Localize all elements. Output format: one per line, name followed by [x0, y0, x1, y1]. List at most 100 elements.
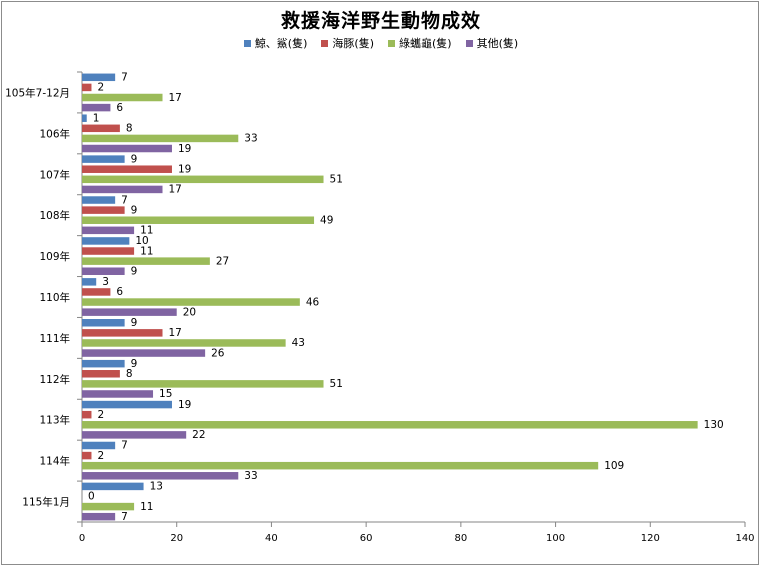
- data-label: 1: [93, 112, 100, 124]
- bar: [82, 298, 300, 306]
- bar: [82, 144, 172, 153]
- legend-swatch: [321, 39, 329, 47]
- data-label: 3: [102, 276, 109, 288]
- data-label: 33: [244, 133, 257, 145]
- data-label: 22: [192, 429, 205, 441]
- data-label: 9: [131, 317, 138, 329]
- data-label: 11: [140, 245, 153, 257]
- bar: [82, 103, 111, 112]
- x-tick-label: 100: [546, 533, 565, 544]
- bar: [82, 512, 116, 521]
- data-label: 10: [135, 235, 148, 247]
- bar: [82, 410, 92, 419]
- bar: [82, 93, 163, 102]
- bar: [82, 206, 125, 214]
- legend-label: 綠蠵龜(隻): [399, 37, 452, 50]
- bar: [82, 380, 324, 388]
- bar: [82, 502, 135, 511]
- x-tick-label: 120: [641, 533, 660, 544]
- bar: [82, 349, 206, 357]
- bar: [82, 482, 144, 491]
- legend-label: 海豚(隻): [332, 37, 374, 50]
- bar: [82, 400, 172, 409]
- data-label: 9: [131, 204, 138, 216]
- y-category-label: 105年7-12月: [5, 86, 70, 99]
- data-label: 7: [121, 194, 128, 206]
- bar: [82, 185, 163, 194]
- data-label: 7: [121, 511, 128, 523]
- bar: [82, 124, 120, 133]
- data-label: 15: [159, 388, 172, 400]
- data-label: 17: [169, 92, 182, 104]
- data-label: 9: [131, 358, 138, 370]
- legend-item-whale-shark: 鯨、鯊(隻): [243, 35, 308, 51]
- data-label: 0: [88, 491, 95, 503]
- data-label: 2: [97, 450, 104, 462]
- data-label: 9: [131, 265, 138, 277]
- bar: [82, 441, 116, 450]
- bar: [82, 196, 116, 204]
- y-category-label: 112年: [39, 373, 70, 386]
- data-label: 19: [178, 143, 191, 155]
- y-category-label: 113年: [39, 414, 70, 427]
- legend-swatch: [465, 39, 473, 47]
- data-label: 51: [330, 174, 343, 186]
- legend-swatch: [243, 39, 251, 47]
- bar: [82, 451, 92, 460]
- data-label: 33: [244, 470, 257, 482]
- x-tick-label: 40: [265, 533, 278, 544]
- bar: [82, 461, 599, 470]
- data-label: 46: [306, 296, 320, 308]
- data-label: 8: [126, 368, 133, 380]
- bar: [82, 155, 125, 163]
- data-label: 27: [216, 255, 229, 267]
- bar: [82, 83, 92, 92]
- data-label: 26: [211, 347, 225, 359]
- bar: [82, 329, 163, 337]
- legend-label: 鯨、鯊(隻): [254, 37, 308, 50]
- legend-item-other: 其他(隻): [465, 35, 519, 51]
- data-label: 11: [140, 225, 153, 237]
- bar: [82, 73, 116, 82]
- y-category-label: 110年: [39, 291, 70, 304]
- data-label: 130: [704, 419, 724, 431]
- data-label: 6: [116, 102, 123, 114]
- bar: [82, 339, 286, 347]
- data-label: 20: [183, 306, 196, 318]
- data-label: 7: [121, 440, 128, 452]
- data-label: 17: [169, 327, 182, 339]
- data-label: 19: [178, 399, 191, 411]
- data-label: 8: [126, 123, 133, 135]
- bar: [82, 247, 135, 255]
- bar: [82, 267, 125, 275]
- y-category-label: 106年: [39, 127, 70, 140]
- bar: [82, 278, 97, 286]
- y-category-label: 111年: [39, 332, 70, 345]
- legend-item-green-turtle: 綠蠵龜(隻): [388, 35, 452, 51]
- data-label: 7: [121, 72, 128, 84]
- data-label: 6: [116, 286, 123, 298]
- data-label: 17: [169, 184, 182, 196]
- bar: [82, 226, 135, 235]
- bar: [82, 216, 315, 224]
- bar: [82, 370, 120, 378]
- x-tick-label: 20: [170, 533, 183, 544]
- y-category-label: 108年: [39, 209, 70, 222]
- bar: [82, 359, 125, 368]
- bar: [82, 308, 177, 316]
- y-category-label: 115年1月: [22, 496, 70, 509]
- bar: [82, 114, 87, 122]
- bar: [82, 288, 111, 296]
- bar: [82, 165, 172, 173]
- y-category-label: 107年: [39, 168, 70, 181]
- legend-label: 其他(隻): [476, 37, 519, 50]
- bar: [82, 134, 239, 143]
- legend-item-dolphin: 海豚(隻): [321, 35, 374, 51]
- data-label: 13: [150, 481, 163, 493]
- bar: [82, 472, 239, 480]
- data-label: 2: [97, 82, 104, 94]
- x-tick-label: 80: [454, 533, 467, 544]
- data-label: 9: [131, 153, 138, 165]
- bar: [82, 421, 698, 429]
